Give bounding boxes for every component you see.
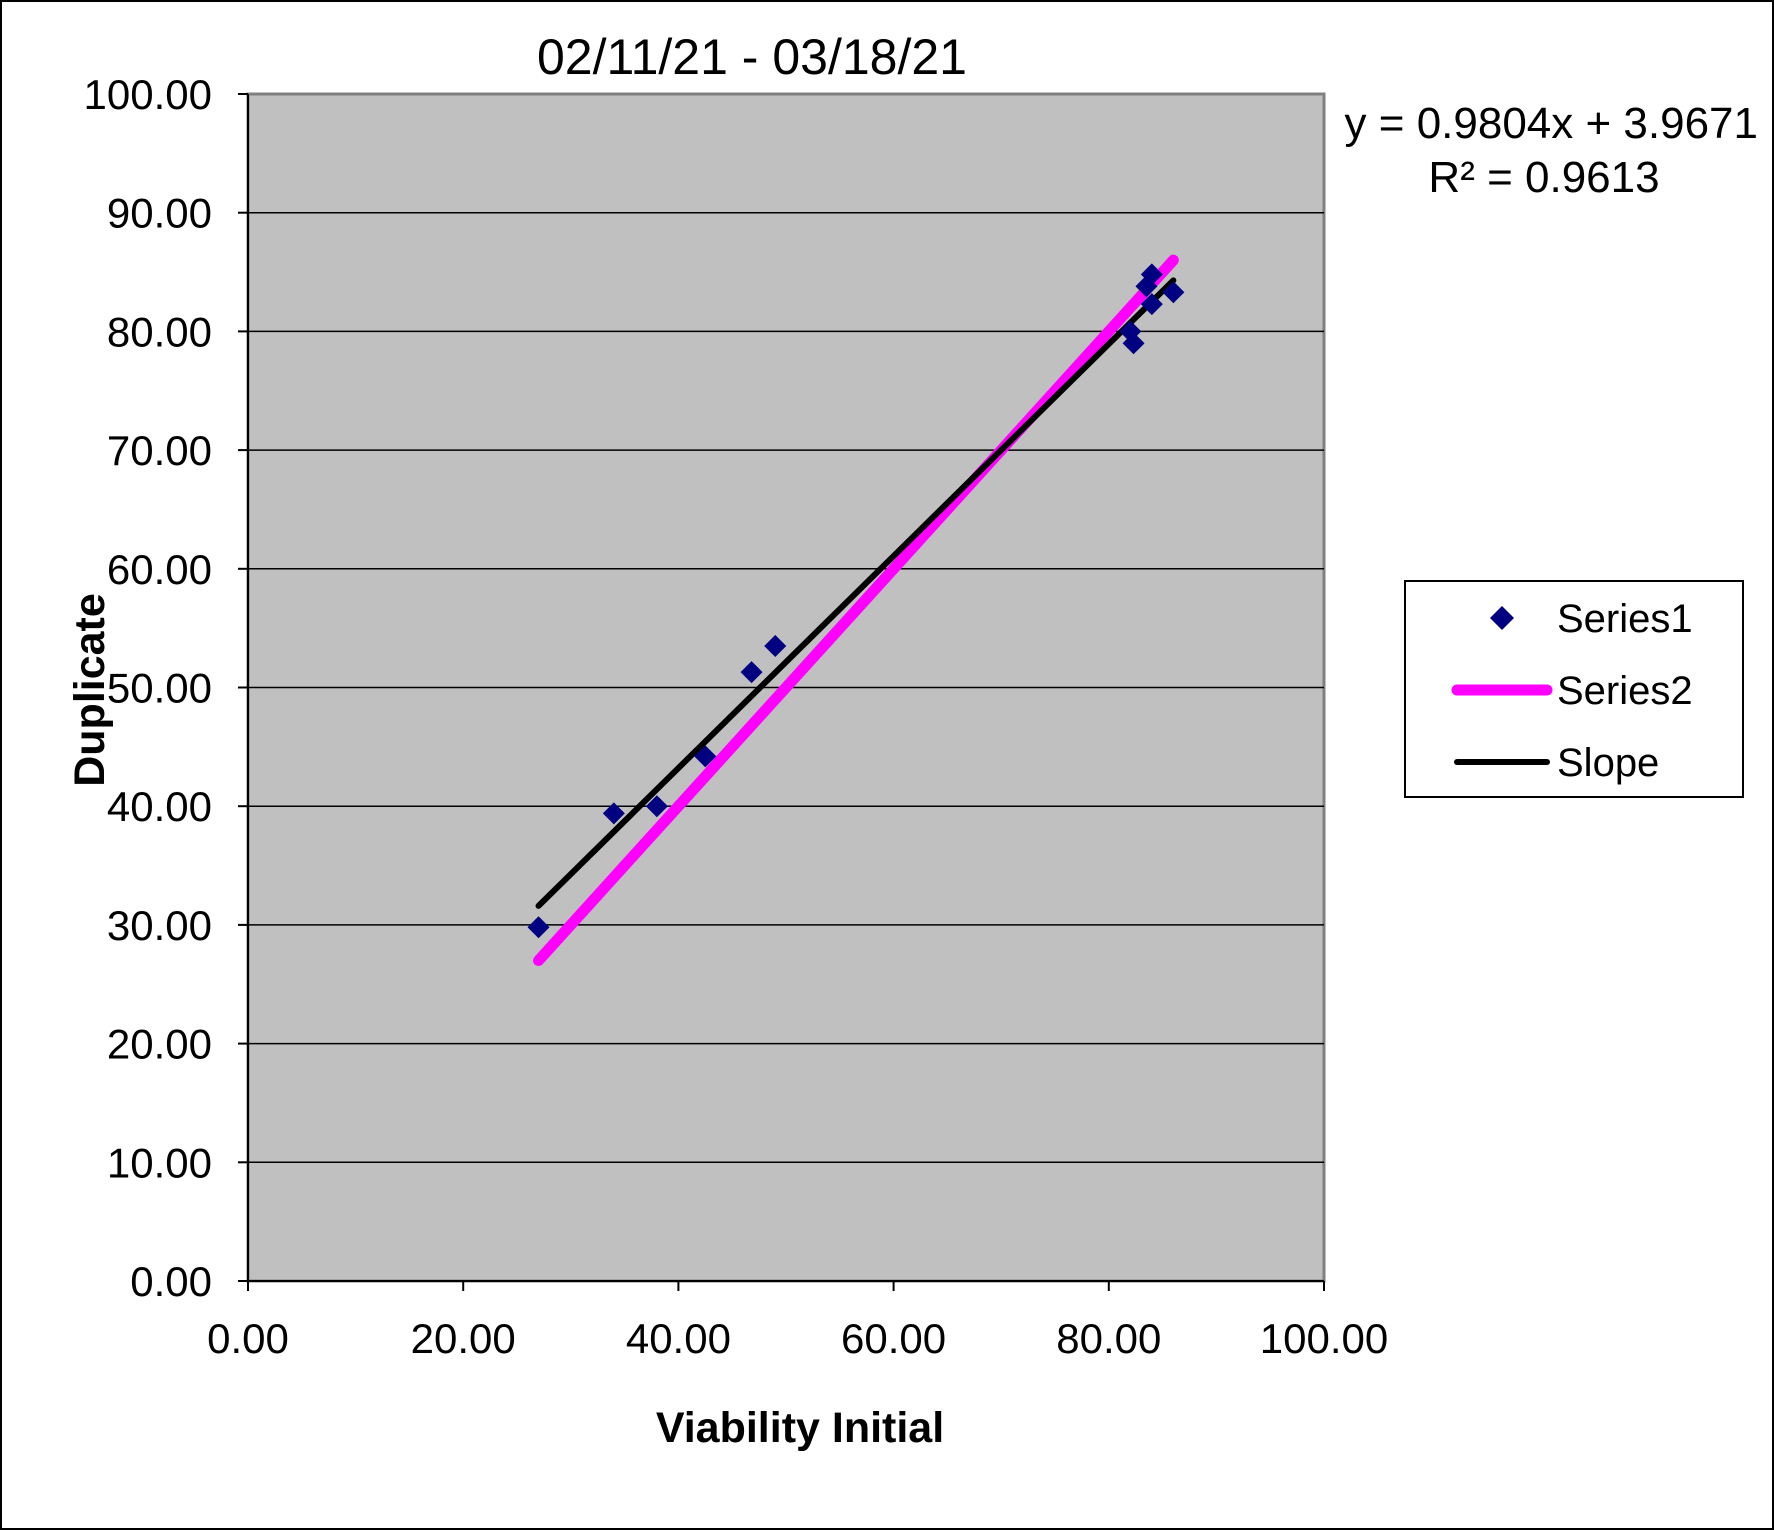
x-tick-label: 40.00 <box>626 1315 731 1362</box>
x-tick-label: 80.00 <box>1056 1315 1161 1362</box>
legend-label: Series1 <box>1557 597 1693 641</box>
y-tick-label: 100.00 <box>84 71 212 118</box>
y-tick-label: 0.00 <box>130 1258 212 1305</box>
trendline-equation: y = 0.9804x + 3.9671 <box>1345 99 1758 148</box>
chart-title: 02/11/21 - 03/18/21 <box>537 29 967 85</box>
y-tick-label: 80.00 <box>107 308 212 355</box>
y-axis-title: Duplicate <box>66 593 114 787</box>
y-tick-label: 40.00 <box>107 783 212 830</box>
x-tick-label: 60.00 <box>841 1315 946 1362</box>
x-tick-label: 20.00 <box>411 1315 516 1362</box>
y-tick-label: 10.00 <box>107 1139 212 1186</box>
trendline-r-squared: R² = 0.9613 <box>1428 153 1659 202</box>
y-tick-label: 30.00 <box>107 902 212 949</box>
legend: Series1 Series2 Slope <box>1405 581 1743 797</box>
x-tick-label: 100.00 <box>1260 1315 1388 1362</box>
y-tick-label: 90.00 <box>107 190 212 237</box>
legend-label: Series2 <box>1557 669 1693 713</box>
y-tick-label: 50.00 <box>107 665 212 712</box>
legend-label: Slope <box>1557 741 1659 785</box>
x-tick-label: 0.00 <box>207 1315 289 1362</box>
y-tick-label: 60.00 <box>107 546 212 593</box>
y-tick-label: 20.00 <box>107 1021 212 1068</box>
y-tick-label: 70.00 <box>107 427 212 474</box>
x-axis-title: Viability Initial <box>656 1404 944 1452</box>
